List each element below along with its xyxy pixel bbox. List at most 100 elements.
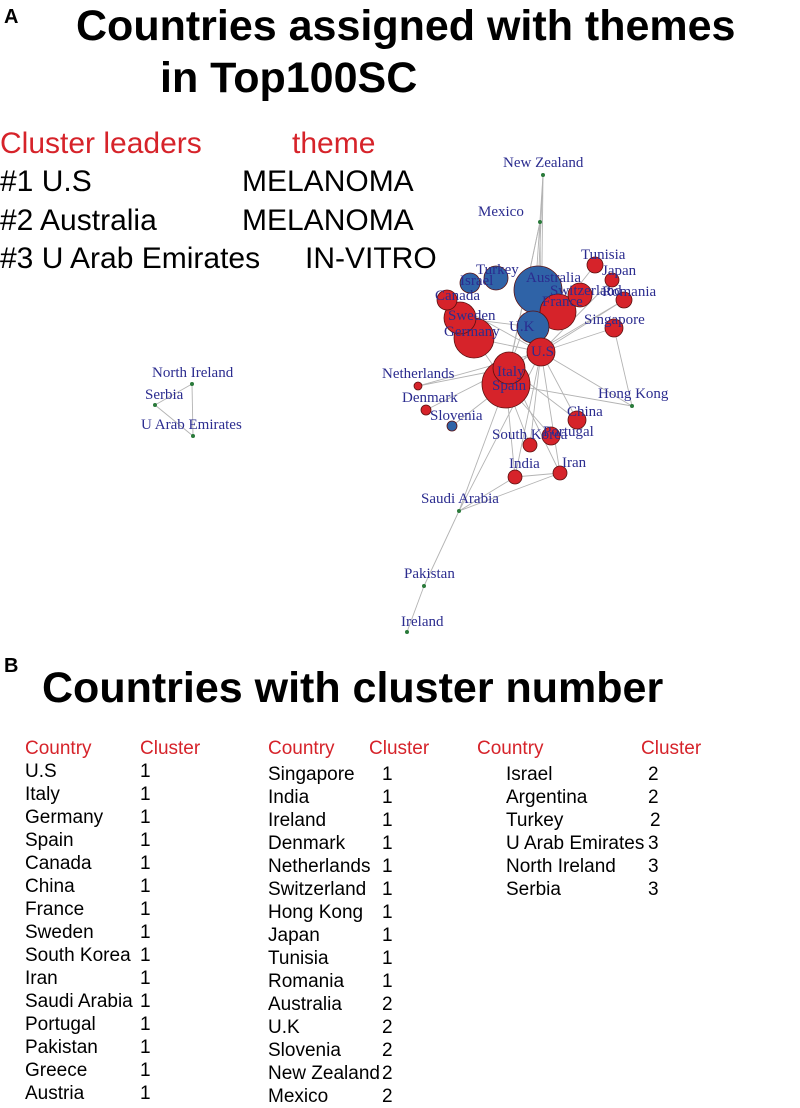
table-row-country: Switzerland: [268, 879, 367, 900]
cluster-header: Cluster: [369, 738, 430, 759]
node-label-portugal: Portugal: [543, 424, 594, 440]
node-singapore: [604, 318, 624, 338]
panel-b-title: Countries with cluster number: [42, 664, 664, 712]
table-row-country: U.K: [268, 1017, 300, 1038]
network-edges: [154, 174, 633, 633]
table-row-cluster: 1: [140, 784, 151, 805]
panel-a-title-line2: in Top100SC: [160, 54, 418, 102]
node-label-ireland: Ireland: [401, 614, 444, 630]
table-row-country: Ireland: [268, 810, 327, 831]
node-turkey: [483, 265, 509, 291]
edge-hong-kong-u-s: [540, 351, 633, 407]
node-north-ireland: [190, 382, 194, 386]
panel-a-title-line1: Countries assigned with themes: [76, 2, 736, 50]
table-row-country: U Arab Emirates: [506, 833, 645, 854]
node-label-china: China: [567, 404, 603, 420]
edge-ireland-pakistan: [406, 585, 425, 633]
table-row-cluster: 1: [140, 761, 151, 782]
table-row-country: Mexico: [268, 1086, 329, 1107]
node-ireland: [405, 630, 409, 634]
table-row-cluster: 1: [140, 876, 151, 897]
table-row-cluster: 1: [382, 971, 393, 992]
table-row-country: New Zealand: [268, 1063, 380, 1084]
table-row-cluster: 3: [648, 879, 659, 900]
node-label-israel: Israel: [460, 273, 493, 289]
table-row-country: Iran: [25, 968, 58, 989]
cluster-header: Cluster: [641, 738, 702, 759]
node-label-new-zealand: New Zealand: [503, 155, 584, 171]
node-label-slovenia: Slovenia: [430, 408, 483, 424]
node-portugal: [541, 426, 561, 446]
panel-b-label: B: [4, 655, 19, 677]
theme-row-1: MELANOMA: [242, 165, 414, 198]
table-row-country: South Korea: [25, 945, 131, 966]
table-row-country: North Ireland: [506, 856, 616, 877]
table-row-cluster: 1: [140, 945, 151, 966]
leader-row-3: #3 U Arab Emirates: [0, 242, 261, 275]
node-new-zealand: [541, 173, 545, 177]
table-row-cluster: 3: [648, 856, 659, 877]
node-label-india: India: [509, 456, 540, 472]
node-china: [567, 410, 587, 430]
table-row-cluster: 1: [382, 902, 393, 923]
table-row-cluster: 1: [140, 1037, 151, 1058]
node-label-iran: Iran: [562, 455, 587, 471]
table-row-cluster: 1: [382, 833, 393, 854]
edge-india-u-s: [514, 351, 542, 478]
node-label-tunisia: Tunisia: [581, 247, 626, 263]
table-row-country: Italy: [25, 784, 60, 805]
table-row-cluster: 2: [648, 787, 659, 808]
table-row-country: Denmark: [268, 833, 346, 854]
node-label-turkey: Turkey: [476, 262, 519, 278]
table-row-country: Saudi Arabia: [25, 991, 133, 1012]
table-row-cluster: 1: [140, 853, 151, 874]
node-label-mexico: Mexico: [478, 204, 524, 220]
edge-saudi-arabia-india: [458, 476, 516, 512]
table-row-cluster: 1: [382, 787, 393, 808]
node-india: [507, 469, 523, 485]
node-label-spain: Spain: [492, 378, 527, 394]
node-label-pakistan: Pakistan: [404, 566, 455, 582]
table-row-country: Australia: [268, 994, 342, 1015]
edge-north-ireland-serbia: [154, 383, 193, 406]
edge-north-ireland-u-arab-emirates: [191, 383, 194, 437]
table-row-cluster: 2: [382, 994, 393, 1015]
node-south-korea: [522, 437, 538, 453]
theme-row-3: IN-VITRO: [305, 242, 437, 275]
node-label-u-arab-emirates: U Arab Emirates: [141, 417, 242, 433]
table-row-country: Israel: [506, 764, 553, 785]
node-u-s: [526, 337, 556, 367]
theme-row-2: MELANOMA: [242, 204, 414, 237]
table-row-cluster: 1: [140, 1083, 151, 1104]
edge-serbia-u-arab-emirates: [154, 404, 194, 437]
leaders-header: Cluster leaders: [0, 127, 202, 160]
node-netherlands: [413, 381, 423, 391]
table-row-country: Singapore: [268, 764, 355, 785]
table-row-country: China: [25, 876, 75, 897]
table-row-country: Serbia: [506, 879, 561, 900]
table-row-country: Pakistan: [25, 1037, 98, 1058]
table-row-cluster: 1: [140, 899, 151, 920]
table-row-country: Argentina: [506, 787, 588, 808]
table-row-country: Turkey: [506, 810, 564, 831]
table-row-country: Slovenia: [268, 1040, 341, 1061]
node-label-singapore: Singapore: [584, 312, 645, 328]
table-row-country: Romania: [268, 971, 345, 992]
table-row-cluster: 3: [648, 833, 659, 854]
country-header: Country: [477, 738, 544, 759]
node-label-canada: Canada: [435, 288, 480, 304]
table-row-country: India: [268, 787, 310, 808]
table-row-cluster: 1: [140, 830, 151, 851]
node-label-sweden: Sweden: [448, 308, 496, 324]
node-canada: [436, 289, 458, 311]
table-row-country: Netherlands: [268, 856, 371, 877]
node-label-italy: Italy: [497, 364, 525, 380]
edge-india-iran: [514, 472, 561, 478]
node-saudi-arabia: [457, 509, 461, 513]
node-hong-kong: [630, 404, 634, 408]
edge-romania-u-s: [540, 299, 625, 353]
leader-row-1: #1 U.S: [0, 165, 92, 198]
node-tunisia: [586, 256, 604, 274]
network-nodes: [153, 173, 634, 634]
node-japan: [604, 272, 620, 288]
